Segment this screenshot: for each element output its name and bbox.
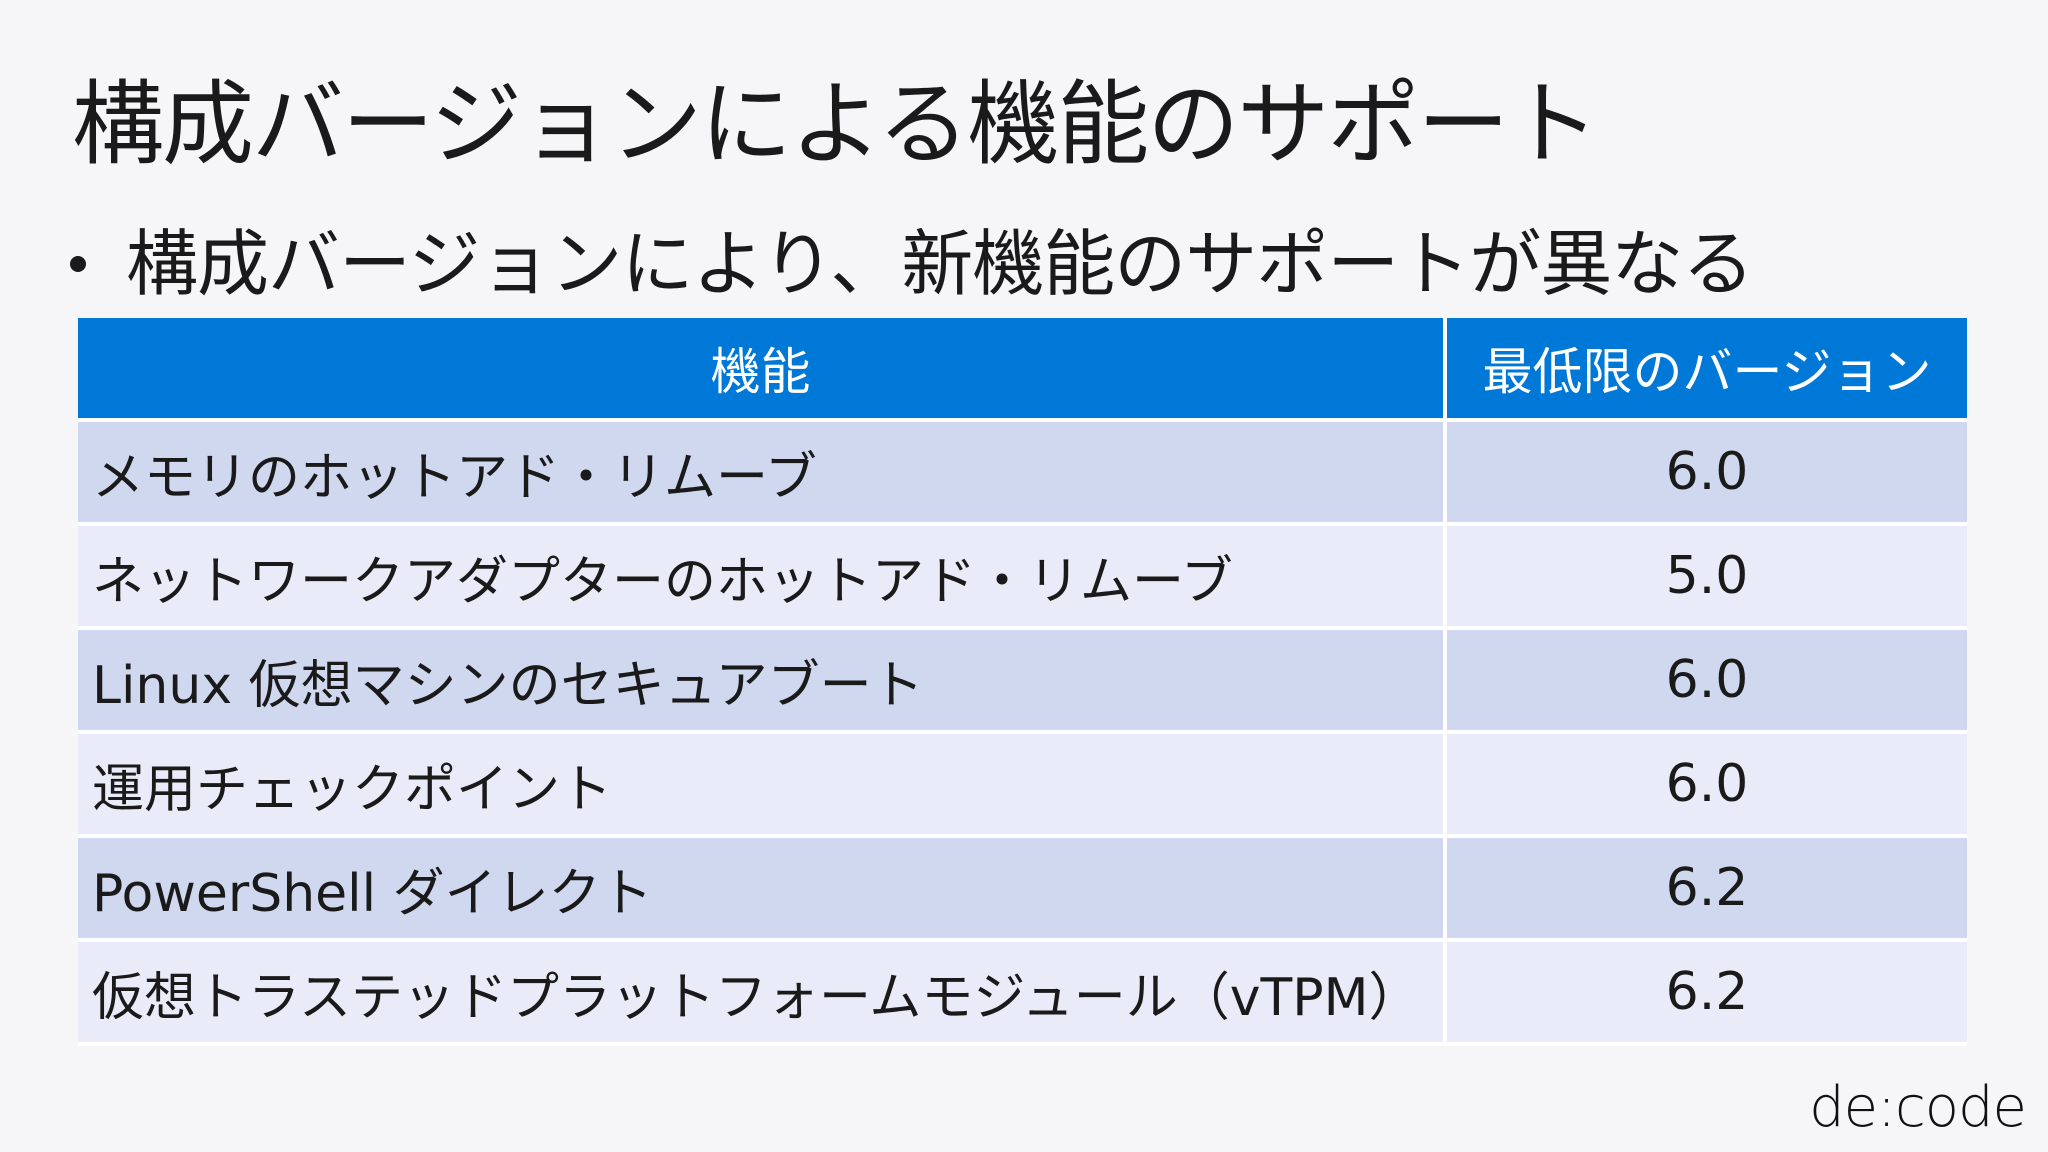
feature-cell: 仮想トラステッドプラットフォームモジュール（vTPM） bbox=[78, 942, 1447, 1046]
feature-version-table: 機能 最低限のバージョン メモリのホットアド・リムーブ 6.0 ネットワークアダプ… bbox=[78, 318, 1967, 1046]
version-cell: 5.0 bbox=[1447, 526, 1967, 630]
table-row: ネットワークアダプターのホットアド・リムーブ 5.0 bbox=[78, 526, 1967, 630]
version-cell: 6.2 bbox=[1447, 838, 1967, 942]
header-feature: 機能 bbox=[78, 318, 1447, 422]
feature-cell: ネットワークアダプターのホットアド・リムーブ bbox=[78, 526, 1447, 630]
version-cell: 6.0 bbox=[1447, 630, 1967, 734]
table-row: Linux 仮想マシンのセキュアブート 6.0 bbox=[78, 630, 1967, 734]
bullet-point: 構成バージョンにより、新機能のサポートが異なる bbox=[70, 205, 1754, 310]
table-row: 運用チェックポイント 6.0 bbox=[78, 734, 1967, 838]
version-cell: 6.2 bbox=[1447, 942, 1967, 1046]
feature-cell: PowerShell ダイレクト bbox=[78, 838, 1447, 942]
table-row: 仮想トラステッドプラットフォームモジュール（vTPM） 6.2 bbox=[78, 942, 1967, 1046]
version-cell: 6.0 bbox=[1447, 422, 1967, 526]
feature-cell: Linux 仮想マシンのセキュアブート bbox=[78, 630, 1447, 734]
feature-cell: メモリのホットアド・リムーブ bbox=[78, 422, 1447, 526]
decode-logo: de:code bbox=[1809, 1075, 2027, 1140]
table-row: メモリのホットアド・リムーブ 6.0 bbox=[78, 422, 1967, 526]
table-header-row: 機能 最低限のバージョン bbox=[78, 318, 1967, 422]
table-row: PowerShell ダイレクト 6.2 bbox=[78, 838, 1967, 942]
slide-title: 構成バージョンによる機能のサポート bbox=[72, 71, 1599, 178]
feature-cell: 運用チェックポイント bbox=[78, 734, 1447, 838]
version-cell: 6.0 bbox=[1447, 734, 1967, 838]
bullet-text: 構成バージョンにより、新機能のサポートが異なる bbox=[126, 222, 1754, 306]
bullet-icon bbox=[70, 255, 86, 272]
header-min-version: 最低限のバージョン bbox=[1447, 318, 1967, 422]
